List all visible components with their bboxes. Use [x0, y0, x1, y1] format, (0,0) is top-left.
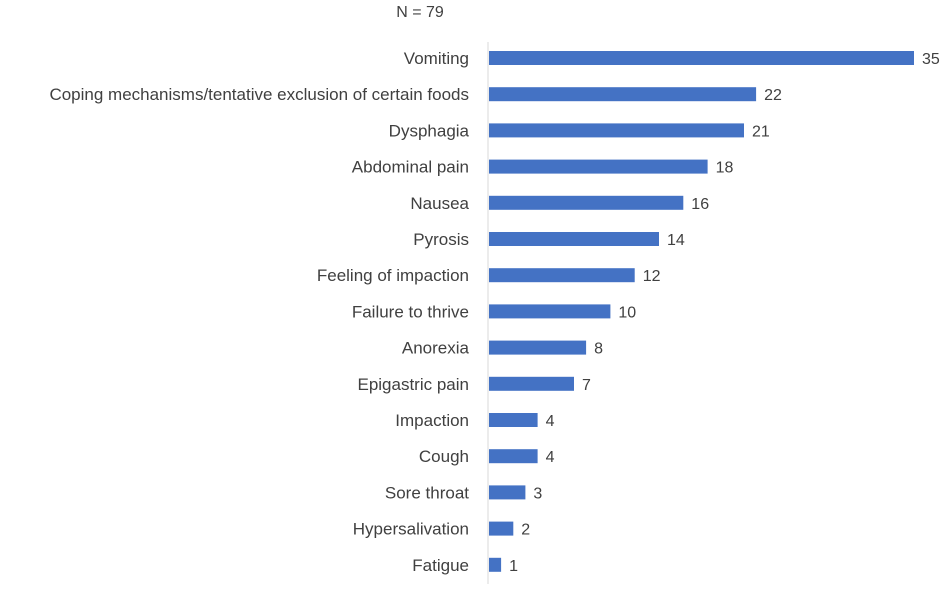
category-label: Dysphagia — [389, 121, 470, 140]
category-label: Abdominal pain — [352, 158, 469, 177]
category-label: Feeling of impaction — [317, 266, 469, 285]
bar — [489, 159, 708, 174]
bar — [489, 304, 611, 319]
data-label: 22 — [764, 87, 782, 104]
bar — [489, 195, 684, 210]
category-label: Anorexia — [402, 339, 470, 358]
data-label: 12 — [643, 268, 661, 285]
data-label: 35 — [922, 51, 940, 68]
data-label: 3 — [533, 485, 542, 502]
data-label: 1 — [509, 558, 518, 575]
data-label: 8 — [594, 341, 603, 358]
data-label: 10 — [618, 304, 636, 321]
category-label: Epigastric pain — [357, 375, 469, 394]
bar — [489, 449, 538, 464]
bar — [489, 557, 502, 572]
data-label: 16 — [691, 196, 709, 213]
data-label: 18 — [716, 160, 734, 177]
data-label: 14 — [667, 232, 685, 249]
category-label: Impaction — [395, 411, 469, 430]
bar — [489, 87, 757, 102]
category-labels-group: Vomiting Coping mechanisms/tentative excl… — [49, 49, 469, 575]
chart-subtitle: N = 79 — [396, 4, 444, 21]
data-label: 21 — [752, 123, 770, 140]
data-label: 2 — [521, 522, 530, 539]
bar — [489, 521, 514, 536]
category-label: Hypersalivation — [353, 520, 469, 539]
category-label: Cough — [419, 447, 469, 466]
bar — [489, 232, 659, 246]
bar — [489, 485, 526, 500]
bar — [489, 123, 744, 138]
bar — [489, 51, 914, 65]
category-label: Vomiting — [404, 49, 469, 68]
category-label: Sore throat — [385, 483, 469, 502]
bar — [489, 340, 587, 355]
category-label: Failure to thrive — [352, 302, 469, 321]
category-label: Coping mechanisms/tentative exclusion of… — [49, 85, 469, 104]
data-label: 4 — [546, 413, 555, 430]
bar — [489, 376, 574, 391]
data-label: 7 — [582, 377, 591, 394]
bars-group — [489, 51, 914, 572]
category-label: Pyrosis — [413, 230, 469, 249]
category-label: Fatigue — [412, 556, 469, 575]
data-label: 4 — [546, 449, 555, 466]
bar — [489, 413, 538, 427]
bar — [489, 268, 635, 283]
category-label: Nausea — [410, 194, 469, 213]
